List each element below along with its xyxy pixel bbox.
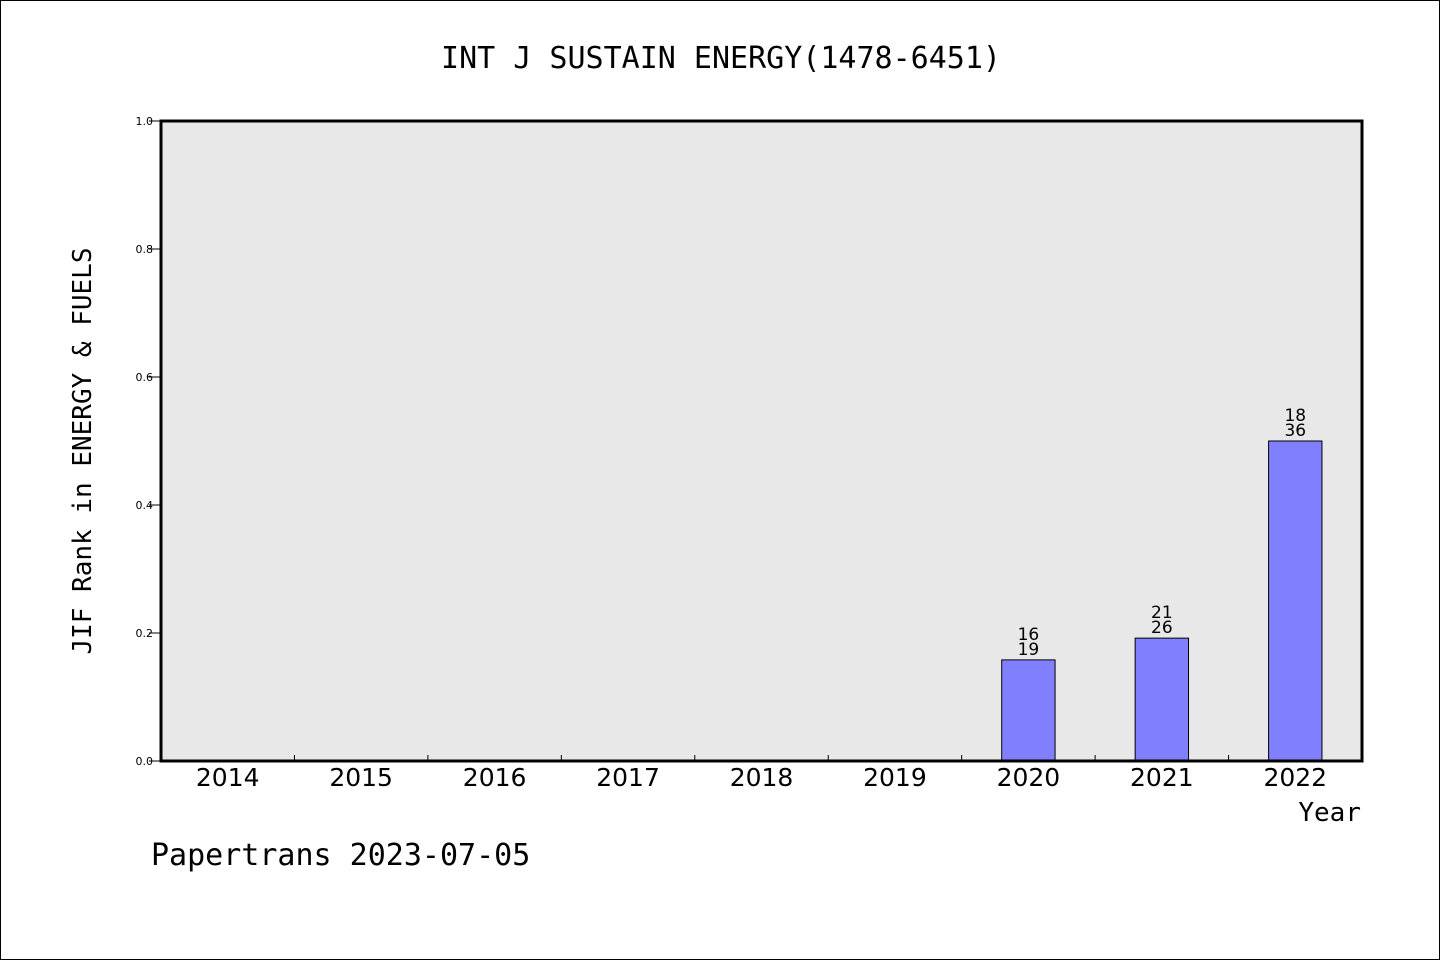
plot-frame — [159, 119, 1364, 763]
bar-label-top-2022: 18 — [1284, 406, 1306, 426]
x-tick-label-2017: 2017 — [596, 763, 660, 792]
bar-label-top-2021: 21 — [1151, 603, 1173, 623]
x-tick-label-2016: 2016 — [463, 763, 527, 792]
y-axis-label: JIF Rank in ENERGY & FUELS — [68, 248, 98, 655]
bar-2020 — [1001, 659, 1056, 762]
x-tick-label-2021: 2021 — [1130, 763, 1194, 792]
bar-label-bottom-2021: 26 — [1151, 618, 1173, 638]
y-tick-label-0.2: 0.2 — [136, 627, 154, 640]
x-tick-label-2019: 2019 — [863, 763, 927, 792]
y-tick-label-0.0: 0.0 — [136, 755, 154, 768]
x-tick-label-2018: 2018 — [730, 763, 794, 792]
bar-2021 — [1134, 637, 1190, 762]
footer-credit: Papertrans 2023-07-05 — [151, 838, 530, 873]
x-axis-label: Year — [1298, 798, 1361, 828]
x-tick-label-2022: 2022 — [1263, 763, 1327, 792]
y-axis-ticks: 0.0 0.2 0.4 0.6 0.8 1.0 — [136, 115, 161, 768]
bars-layer — [1001, 440, 1323, 762]
y-tick-label-1.0: 1.0 — [136, 115, 154, 128]
x-tick-label-2014: 2014 — [196, 763, 260, 792]
y-tick-label-0.4: 0.4 — [136, 499, 154, 512]
chart-title: INT J SUSTAIN ENERGY(1478-6451) — [441, 41, 1001, 76]
bar-label-top-2020: 16 — [1018, 625, 1040, 645]
bar-label-bottom-2020: 19 — [1018, 640, 1040, 660]
x-tick-label-2015: 2015 — [329, 763, 393, 792]
bar-2022 — [1268, 440, 1323, 762]
y-tick-label-0.8: 0.8 — [136, 243, 154, 256]
bar-label-bottom-2022: 36 — [1284, 421, 1306, 441]
x-tick-label-2020: 2020 — [997, 763, 1061, 792]
y-tick-label-0.6: 0.6 — [136, 371, 154, 384]
x-axis-ticks: 2014 2015 2016 2017 2018 2019 2020 2021 2022 — [196, 755, 1327, 792]
